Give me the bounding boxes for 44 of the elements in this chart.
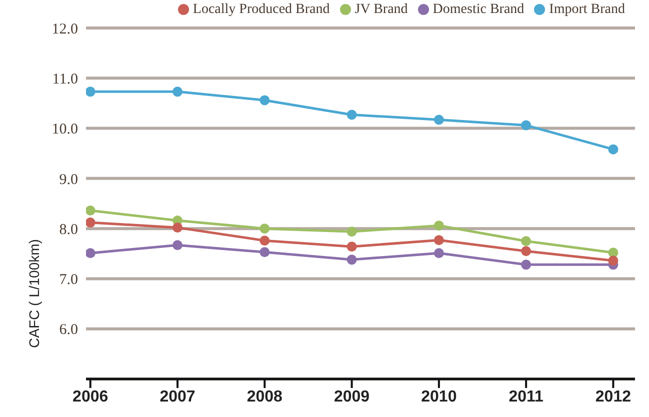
point [521, 236, 532, 246]
point [608, 144, 618, 154]
x-tick-label: 2011 [508, 388, 544, 406]
point [346, 110, 357, 120]
y-tick-label: 10.0 [52, 122, 78, 138]
point [434, 248, 444, 258]
legend-label: Domestic Brand [432, 2, 524, 17]
x-tick-label: 2006 [72, 388, 108, 406]
point [521, 246, 532, 256]
legend-label: Import Brand [549, 2, 625, 17]
x-tick-label: 2010 [421, 388, 457, 406]
point [86, 206, 96, 216]
point [346, 242, 357, 252]
point [434, 114, 444, 125]
point [434, 220, 444, 231]
point [86, 218, 96, 228]
y-axis-title: CAFC ( L/100km) [26, 239, 42, 348]
point [260, 236, 270, 246]
y-tick-label: 9.0 [59, 172, 78, 188]
point [172, 86, 182, 97]
point [172, 222, 182, 233]
point [346, 226, 357, 237]
legend-label: JV Brand [354, 2, 408, 17]
point [346, 254, 357, 265]
x-tick-label: 2009 [334, 388, 370, 406]
point [260, 224, 270, 234]
point [521, 120, 532, 130]
y-tick-label: 11.0 [52, 71, 78, 88]
point [260, 247, 270, 258]
point [86, 86, 96, 97]
point [521, 260, 532, 270]
point [260, 95, 270, 106]
y-tick-label: 7.0 [59, 272, 78, 288]
point [608, 256, 618, 266]
point [172, 240, 182, 250]
x-tick-label: 2012 [595, 388, 632, 406]
x-tick-label: 2007 [160, 388, 196, 406]
y-tick-label: 6.0 [59, 322, 78, 338]
x-tick-label: 2008 [246, 388, 283, 406]
legend-label: Locally Produced Brand [192, 2, 330, 17]
point [86, 248, 96, 258]
y-tick-label: 12.0 [52, 21, 78, 38]
point [434, 235, 444, 246]
y-tick-label: 8.0 [59, 222, 78, 238]
